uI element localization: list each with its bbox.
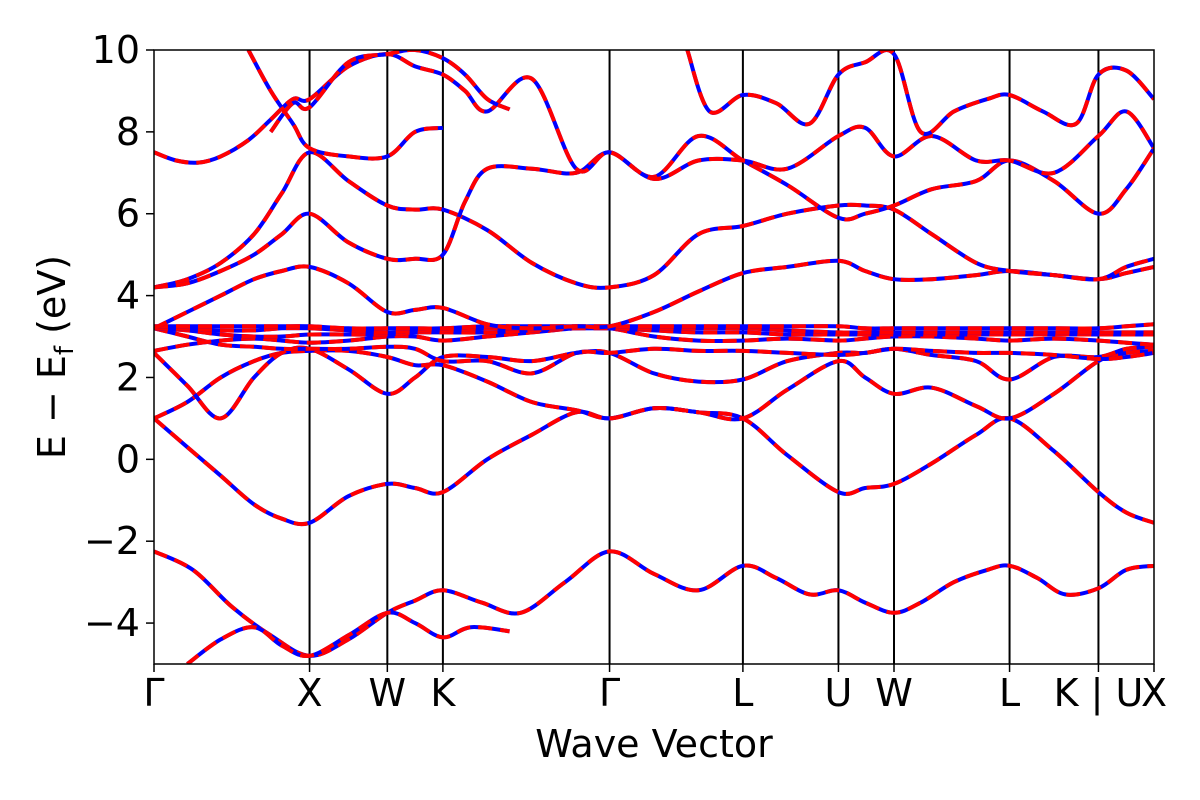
band-line-dashed-11 <box>154 150 1154 290</box>
band-line-solid-13 <box>154 52 1154 181</box>
y-axis-ticks: −4 −2 0 2 4 6 8 10 <box>84 28 154 645</box>
x-tick-label: K | U <box>1054 671 1144 716</box>
x-tick-label: U <box>825 671 853 715</box>
y-tick-label: 4 <box>116 274 140 318</box>
band-line-dashed-16 <box>685 50 1154 136</box>
y-tick-label: 10 <box>92 28 140 72</box>
band-line-dashed-14 <box>246 50 444 161</box>
band-lines <box>154 50 1154 664</box>
band-line-dashed-2 <box>154 405 1154 527</box>
band-line-dashed-7 <box>154 326 1154 339</box>
y-tick-label: 0 <box>116 437 140 481</box>
x-tick-label: K <box>430 671 456 715</box>
band-line-dashed-1 <box>186 610 510 664</box>
x-tick-label: X <box>297 671 323 715</box>
band-line-dashed-3 <box>154 348 1154 422</box>
x-tick-label: W <box>369 671 407 715</box>
x-tick-label: X <box>1141 671 1167 715</box>
band-line-dashed-6 <box>154 325 1154 353</box>
y-tick-label: 6 <box>116 192 140 236</box>
y-axis-title-subscript: f <box>50 345 80 355</box>
y-tick-label: 2 <box>116 355 140 399</box>
band-line-dashed-5 <box>154 326 1154 376</box>
y-tick-label: −2 <box>84 519 140 563</box>
y-axis-title: E − Ef (eV) <box>30 255 80 459</box>
y-axis-title-main: E − E <box>30 355 74 459</box>
band-line-dashed-0 <box>154 549 1154 658</box>
x-tick-label: W <box>875 671 913 715</box>
y-tick-label: −4 <box>84 601 140 645</box>
band-line-dashed-9 <box>154 322 1154 331</box>
x-tick-label: Γ <box>599 671 620 715</box>
plot-frame <box>153 49 1155 665</box>
band-line-dashed-15 <box>269 50 511 134</box>
y-tick-label: 8 <box>116 110 140 154</box>
x-tick-label: Γ <box>143 671 164 715</box>
x-tick-label: L <box>999 671 1020 715</box>
y-axis-title-unit: (eV) <box>30 255 74 346</box>
x-tick-label: L <box>732 671 753 715</box>
x-axis-title: Wave Vector <box>535 722 773 766</box>
band-line-dashed-10 <box>154 258 1154 331</box>
